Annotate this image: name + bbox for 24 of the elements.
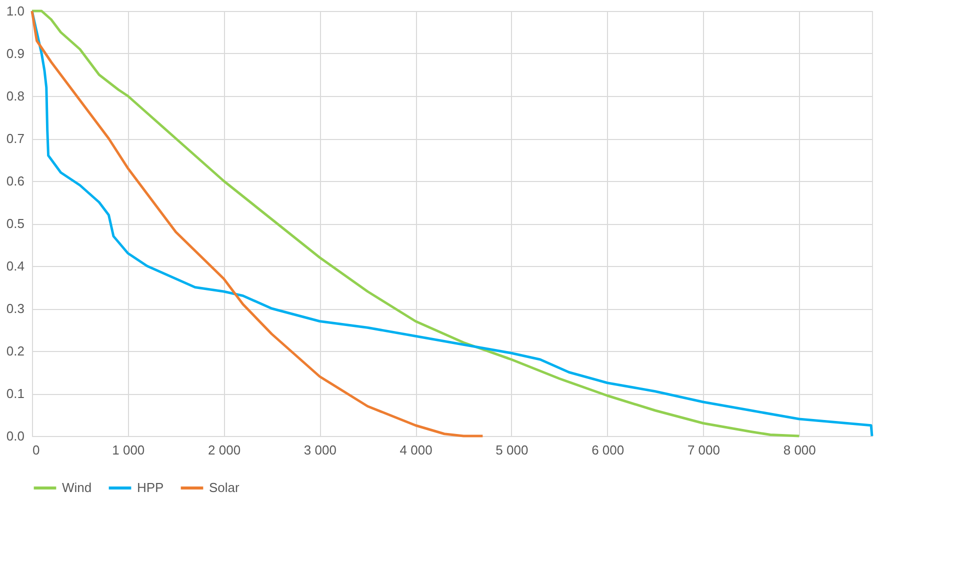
x-tick-label: 5 000: [496, 442, 528, 458]
x-tick-label: 8 000: [783, 442, 816, 458]
y-tick-label: 0.7: [6, 131, 24, 146]
y-tick-label: 0.9: [6, 46, 24, 61]
x-tick-label: 1 000: [112, 442, 145, 458]
y-tick-label: 0.6: [6, 174, 24, 188]
y-tick-label: 0.3: [6, 301, 24, 316]
legend-label: Solar: [209, 480, 240, 495]
y-tick-label: 0.2: [6, 344, 24, 358]
y-tick-label: 1.0: [6, 4, 24, 18]
y-tick-label: 0.1: [6, 386, 24, 401]
legend-label: Wind: [62, 480, 92, 495]
y-tick-label: 0.4: [6, 258, 24, 274]
legend-label: HPP: [137, 480, 164, 495]
x-tick-label: 0: [32, 442, 40, 458]
x-tick-label: 4 000: [400, 442, 432, 458]
x-tick-label: 6 000: [592, 442, 624, 458]
x-tick-label: 7 000: [687, 442, 720, 458]
y-tick-label: 0.5: [6, 216, 24, 231]
x-tick-label: 2 000: [208, 442, 241, 458]
x-tick-label: 3 000: [304, 442, 336, 458]
y-tick-label: 0.8: [6, 88, 24, 104]
line-series: [30, 10, 484, 438]
y-tick-label: 0.0: [6, 428, 24, 444]
